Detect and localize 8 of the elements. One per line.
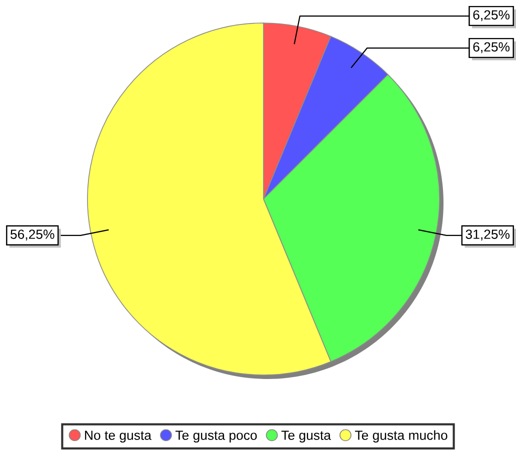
data-label: 6,25% [473, 42, 510, 54]
legend-label: Te gusta mucho [355, 430, 448, 443]
data-label: 6,25% [473, 10, 510, 22]
data-label: 31,25% [466, 230, 510, 240]
legend-label: No te gusta [85, 430, 152, 443]
data-label: 56,25% [10, 230, 54, 240]
legend-label: Te gusta poco [176, 430, 257, 443]
legend-label: Te gusta [281, 430, 331, 443]
